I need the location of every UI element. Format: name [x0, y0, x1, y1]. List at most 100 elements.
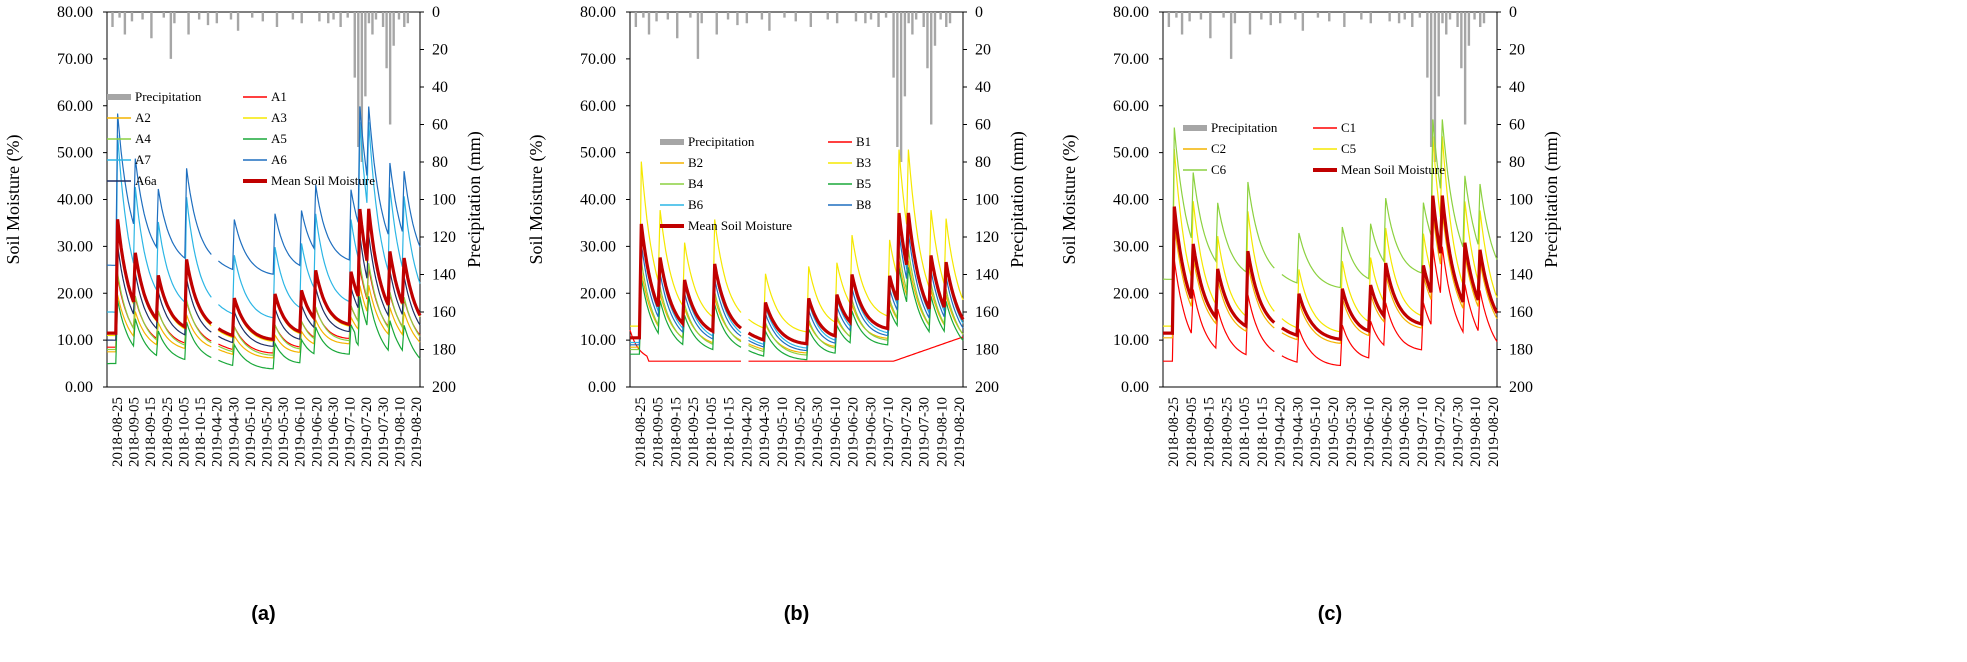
precipitation-bar — [1482, 12, 1486, 24]
left-tick-label: 20.00 — [580, 285, 616, 302]
precipitation-bar — [1397, 12, 1401, 24]
x-tick-label: 2019-06-20 — [846, 397, 862, 467]
legend-label: B6 — [688, 197, 704, 212]
right-tick-label: 180 — [1509, 342, 1533, 359]
precipitation-bar — [939, 12, 942, 20]
left-tick-label: 60.00 — [57, 98, 93, 115]
precipitation-bar — [327, 12, 330, 24]
left-axis-label: Soil Moisture (%) — [1059, 135, 1080, 265]
right-tick-label: 40 — [1509, 79, 1525, 96]
precipitation-bar — [332, 12, 335, 20]
right-tick-label: 180 — [975, 342, 999, 359]
right-tick-label: 200 — [432, 379, 456, 396]
series-line-a6a — [218, 235, 421, 347]
precipitation-bar — [869, 12, 873, 20]
right-tick-label: 80 — [975, 154, 991, 171]
series-line-b8 — [630, 243, 742, 346]
precipitation-bar — [676, 12, 679, 39]
x-tick-label: 2018-10-15 — [1255, 397, 1271, 467]
precipitation-bar — [864, 12, 867, 24]
x-tick-label: 2019-08-20 — [952, 397, 968, 467]
precipitation-bar — [854, 12, 858, 22]
x-tick-label: 2018-09-25 — [160, 397, 176, 467]
precipitation-bar — [169, 12, 173, 59]
left-tick-label: 40.00 — [57, 192, 93, 209]
left-tick-label: 60.00 — [1113, 98, 1149, 115]
x-tick-label: 2019-05-20 — [260, 397, 276, 467]
x-tick-label: 2018-09-05 — [1184, 397, 1200, 467]
x-tick-label: 2018-08-25 — [633, 397, 649, 467]
precipitation-bar — [162, 12, 165, 18]
precipitation-bar — [1369, 12, 1372, 24]
series-line-a5 — [107, 300, 212, 365]
x-tick-label: 2019-07-30 — [1450, 397, 1466, 467]
precipitation-bar — [745, 12, 749, 24]
left-tick-label: 80.00 — [57, 4, 93, 21]
legend-label: C2 — [1211, 141, 1226, 156]
x-tick-label: 2019-07-30 — [376, 397, 392, 467]
precipitation-bar — [123, 12, 127, 35]
precipitation-bar — [1316, 12, 1320, 18]
precipitation-bar — [1426, 12, 1429, 78]
x-tick-label: 2019-07-10 — [1415, 397, 1431, 467]
legend-label: B5 — [856, 176, 871, 191]
precipitation-bar — [371, 12, 374, 35]
x-tick-label: 2019-06-30 — [863, 397, 879, 467]
left-tick-label: 50.00 — [580, 145, 616, 162]
right-tick-label: 140 — [1509, 267, 1533, 284]
legend-label: Precipitation — [1211, 120, 1278, 135]
legend-label: A6 — [271, 152, 287, 167]
series-line-a4 — [218, 263, 421, 356]
x-tick-label: 2019-04-20 — [210, 397, 226, 467]
x-tick-label: 2018-10-05 — [176, 397, 192, 467]
legend-label: A1 — [271, 89, 287, 104]
precipitation-bar — [150, 12, 153, 39]
x-tick-label: 2018-09-15 — [668, 397, 684, 467]
series-line-c6 — [1281, 119, 1498, 289]
legend-label: B8 — [856, 197, 871, 212]
precipitation-bar — [1437, 12, 1440, 97]
legend-label: Mean Soil Moisture — [688, 218, 792, 233]
x-tick-label: 2019-05-10 — [243, 397, 259, 467]
legend-label: A3 — [271, 110, 287, 125]
x-tick-label: 2019-07-20 — [359, 397, 375, 467]
precipitation-bar — [794, 12, 797, 22]
x-tick-label: 2018-09-15 — [1202, 397, 1218, 467]
x-tick-label: 2019-08-10 — [392, 397, 408, 467]
precipitation-bar — [360, 12, 364, 162]
series-line-c6 — [1163, 127, 1275, 281]
right-tick-label: 60 — [432, 117, 448, 134]
series-line-a7 — [218, 122, 421, 319]
precipitation-bar — [1222, 12, 1225, 18]
legend-label: A4 — [135, 131, 151, 146]
right-tick-label: 20 — [432, 42, 448, 59]
series-line-b4 — [630, 260, 742, 351]
precipitation-bar — [357, 12, 360, 147]
precipitation-bar — [1294, 12, 1297, 20]
precipitation-bar — [884, 12, 888, 18]
x-tick-label: 2019-05-20 — [793, 397, 809, 467]
left-tick-label: 10.00 — [1113, 332, 1149, 349]
left-axis-label: Soil Moisture (%) — [526, 135, 547, 265]
series-line-a4 — [107, 273, 212, 351]
precipitation-bar — [1233, 12, 1237, 24]
x-tick-label: 2019-07-20 — [1433, 397, 1449, 467]
x-tick-label: 2019-04-20 — [1273, 397, 1289, 467]
series-line-c1 — [1281, 246, 1498, 367]
right-tick-label: 60 — [975, 117, 991, 134]
precipitation-bar — [111, 12, 114, 27]
x-tick-label: 2019-04-30 — [757, 397, 773, 467]
series-line-b1 — [748, 336, 964, 362]
series-line-a6 — [218, 106, 421, 275]
series-line-b5 — [748, 267, 964, 361]
precipitation-bar — [1199, 12, 1203, 20]
legend-label: A6a — [135, 173, 157, 188]
precipitation-bar — [1403, 12, 1406, 20]
precipitation-bar — [374, 12, 378, 20]
left-tick-label: 10.00 — [580, 332, 616, 349]
series-line-mean-soil-moisture — [630, 223, 743, 340]
series-line-a5 — [218, 296, 421, 370]
right-tick-label: 120 — [1509, 229, 1533, 246]
precipitation-bar — [1473, 12, 1476, 20]
